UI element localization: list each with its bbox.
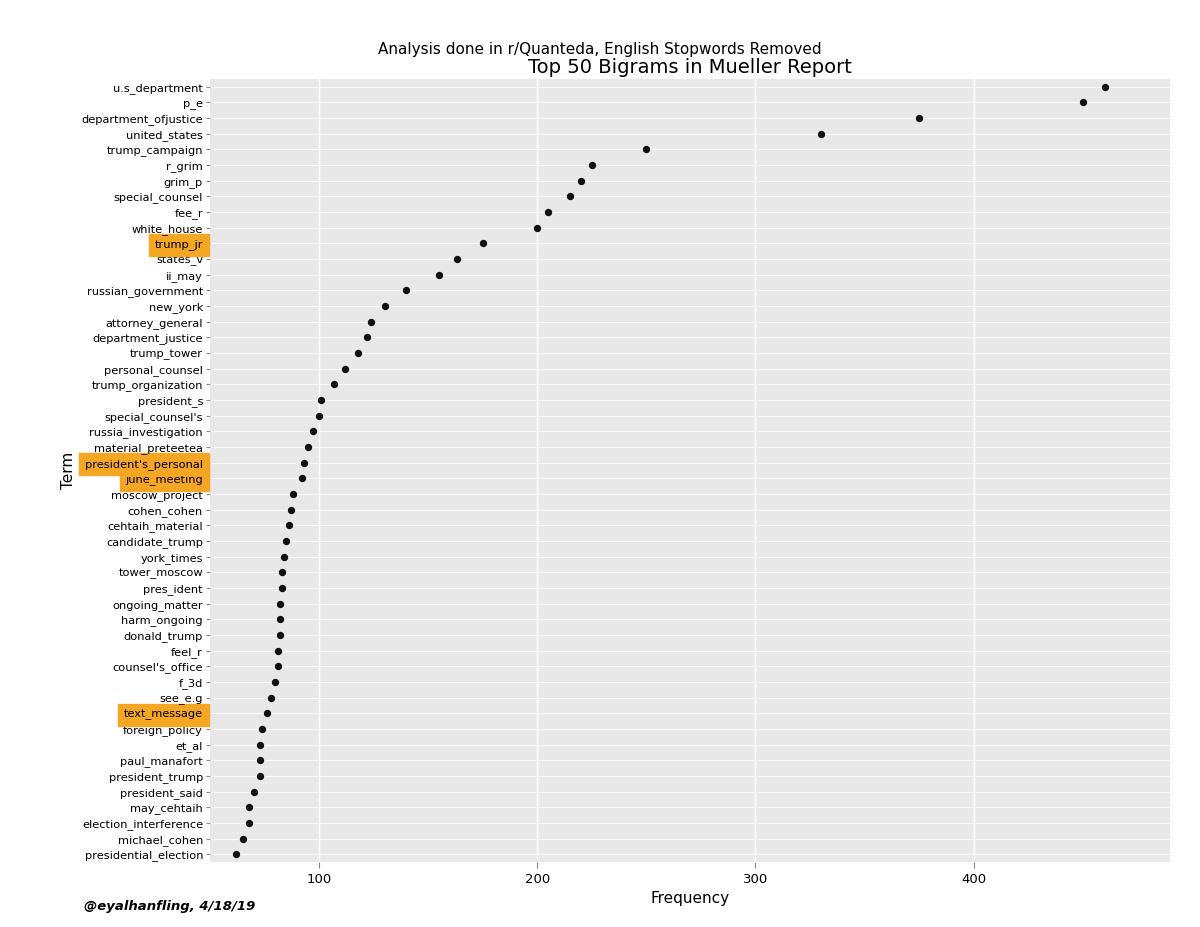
Point [251, 753, 270, 768]
Point [251, 737, 270, 752]
Point [292, 471, 311, 486]
Point [262, 691, 281, 705]
Point [240, 816, 259, 831]
Point [430, 267, 449, 282]
Text: Analysis done in r/Quanteda, English Stopwords Removed: Analysis done in r/Quanteda, English Sto… [378, 42, 822, 57]
Point [244, 784, 263, 799]
Title: Top 50 Bigrams in Mueller Report: Top 50 Bigrams in Mueller Report [528, 58, 852, 77]
Point [257, 705, 276, 720]
Point [362, 314, 382, 329]
Point [283, 487, 302, 502]
Point [272, 565, 292, 579]
Point [299, 439, 318, 454]
Point [251, 768, 270, 783]
Point [270, 596, 289, 611]
Y-axis label: Term: Term [61, 451, 76, 489]
Point [277, 534, 296, 549]
Point [910, 110, 929, 125]
Point [336, 362, 355, 376]
Point [310, 408, 329, 423]
Point [240, 800, 259, 815]
X-axis label: Frequency: Frequency [650, 891, 730, 906]
Point [312, 392, 331, 407]
Point [302, 424, 322, 438]
Point [233, 832, 252, 846]
Point [294, 455, 313, 470]
Point [571, 173, 590, 188]
Point [473, 235, 492, 250]
Point [281, 502, 300, 517]
Point [349, 346, 368, 361]
Point [278, 518, 298, 533]
Point [270, 612, 289, 627]
Point [560, 189, 580, 204]
Point [539, 205, 558, 220]
Point [374, 298, 394, 313]
Point [811, 126, 830, 141]
Point [253, 721, 272, 736]
Point [1073, 95, 1092, 109]
Point [268, 659, 287, 674]
Text: @eyalhanfling, 4/18/19: @eyalhanfling, 4/18/19 [84, 900, 256, 913]
Point [268, 643, 287, 658]
Point [446, 251, 466, 266]
Point [1094, 79, 1114, 94]
Point [637, 142, 656, 157]
Point [325, 377, 344, 392]
Point [397, 283, 416, 298]
Point [270, 628, 289, 642]
Point [275, 549, 294, 564]
Point [266, 675, 286, 690]
Point [528, 221, 547, 235]
Point [272, 580, 292, 595]
Point [582, 158, 601, 172]
Point [227, 847, 246, 862]
Point [358, 330, 377, 345]
